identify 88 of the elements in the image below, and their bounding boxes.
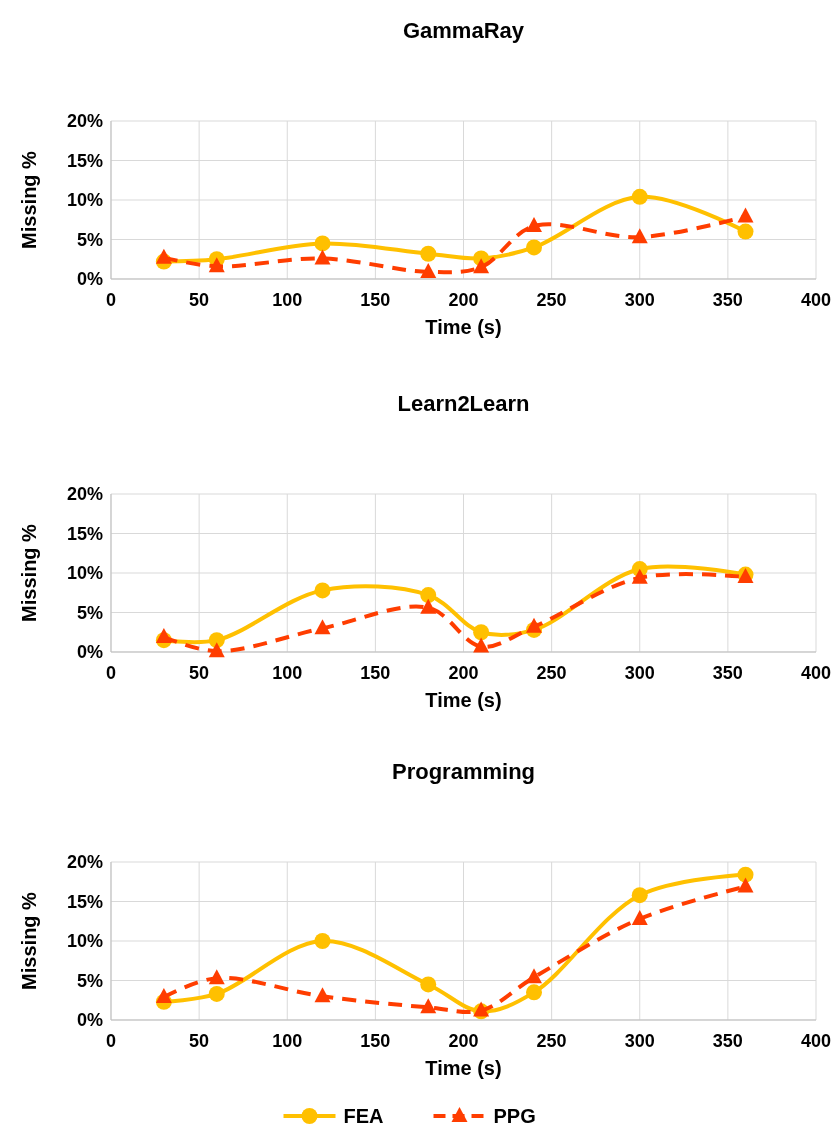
point [473, 258, 490, 274]
point [314, 933, 331, 949]
y-tick-label: 5% [76, 970, 103, 991]
point [631, 909, 648, 925]
point [420, 598, 437, 614]
point [526, 968, 542, 984]
x-tick-label: 0 [105, 663, 117, 683]
point [420, 998, 437, 1014]
x-tick-label: 300 [624, 290, 655, 310]
point [420, 245, 437, 262]
y-tick-label: 15% [66, 523, 103, 544]
point [473, 624, 490, 641]
y-tick-label: 10% [66, 563, 103, 584]
x-tick-label: 150 [360, 1031, 391, 1051]
point [737, 877, 754, 893]
x-tick-label: 150 [360, 290, 391, 310]
point [631, 228, 648, 244]
point [526, 239, 542, 256]
y-tick-label: 20% [66, 484, 103, 505]
point [208, 985, 225, 1002]
x-tick-label: 200 [448, 663, 479, 683]
point [737, 207, 754, 223]
point [473, 637, 490, 653]
x-tick-label: 0 [105, 290, 117, 310]
x-tick-label: 200 [448, 1031, 479, 1051]
point [420, 262, 437, 278]
x-tick-label: 100 [272, 663, 303, 683]
y-tick-label: 0% [76, 1010, 103, 1031]
point [631, 887, 648, 904]
x-tick-label: 400 [800, 663, 831, 683]
x-tick-label: 250 [536, 290, 567, 310]
x-tick-label: 50 [189, 290, 210, 310]
legend-label: FEA [343, 1105, 384, 1127]
y-tick-label: 10% [66, 931, 103, 952]
x-tick-label: 250 [536, 663, 567, 683]
y-tick-label: 5% [76, 229, 103, 250]
x-tick-label: 200 [448, 290, 479, 310]
y-tick-label: 0% [76, 642, 103, 663]
y-axis-title: Missing % [18, 150, 40, 249]
point [314, 987, 331, 1003]
y-tick-label: 20% [66, 111, 103, 132]
point [314, 249, 331, 265]
point [208, 642, 225, 658]
x-tick-label: 250 [536, 1031, 567, 1051]
x-tick-label: 0 [105, 1031, 117, 1051]
x-tick-label: 400 [800, 290, 831, 310]
point [155, 248, 172, 264]
x-axis-title: Time (s) [425, 1057, 502, 1079]
x-tick-label: 100 [272, 290, 303, 310]
point [737, 223, 754, 240]
point [420, 976, 437, 993]
chart-title: Programming [391, 759, 536, 784]
x-tick-label: 50 [189, 663, 210, 683]
x-axis-title: Time (s) [425, 689, 502, 711]
y-tick-label: 15% [66, 150, 103, 171]
x-tick-label: 350 [712, 663, 743, 683]
x-tick-label: 100 [272, 1031, 303, 1051]
x-tick-label: 150 [360, 663, 391, 683]
y-axis-title: Missing % [18, 523, 40, 622]
x-tick-label: 300 [624, 1031, 655, 1051]
chart-title: GammaRay [402, 18, 525, 43]
point [526, 217, 542, 233]
y-tick-label: 20% [66, 852, 103, 873]
chart-title: Learn2Learn [397, 391, 530, 416]
point [314, 582, 331, 599]
x-tick-label: 400 [800, 1031, 831, 1051]
point [314, 235, 331, 252]
x-tick-label: 350 [712, 290, 743, 310]
y-tick-label: 15% [66, 891, 103, 912]
point [526, 984, 542, 1001]
x-tick-label: 300 [624, 663, 655, 683]
point [155, 627, 172, 643]
x-tick-label: 350 [712, 1031, 743, 1051]
point [526, 617, 542, 633]
x-axis-title: Time (s) [425, 316, 502, 338]
legend-label: PPG [493, 1105, 536, 1127]
point [631, 568, 648, 584]
point [420, 587, 437, 604]
y-tick-label: 10% [66, 190, 103, 211]
point [208, 257, 225, 273]
point [208, 969, 225, 985]
y-axis-title: Missing % [18, 891, 40, 990]
point [314, 619, 331, 635]
point [155, 988, 172, 1004]
x-tick-label: 50 [189, 1031, 210, 1051]
y-tick-label: 5% [76, 602, 103, 623]
point [631, 188, 648, 205]
y-tick-label: 0% [76, 269, 103, 290]
